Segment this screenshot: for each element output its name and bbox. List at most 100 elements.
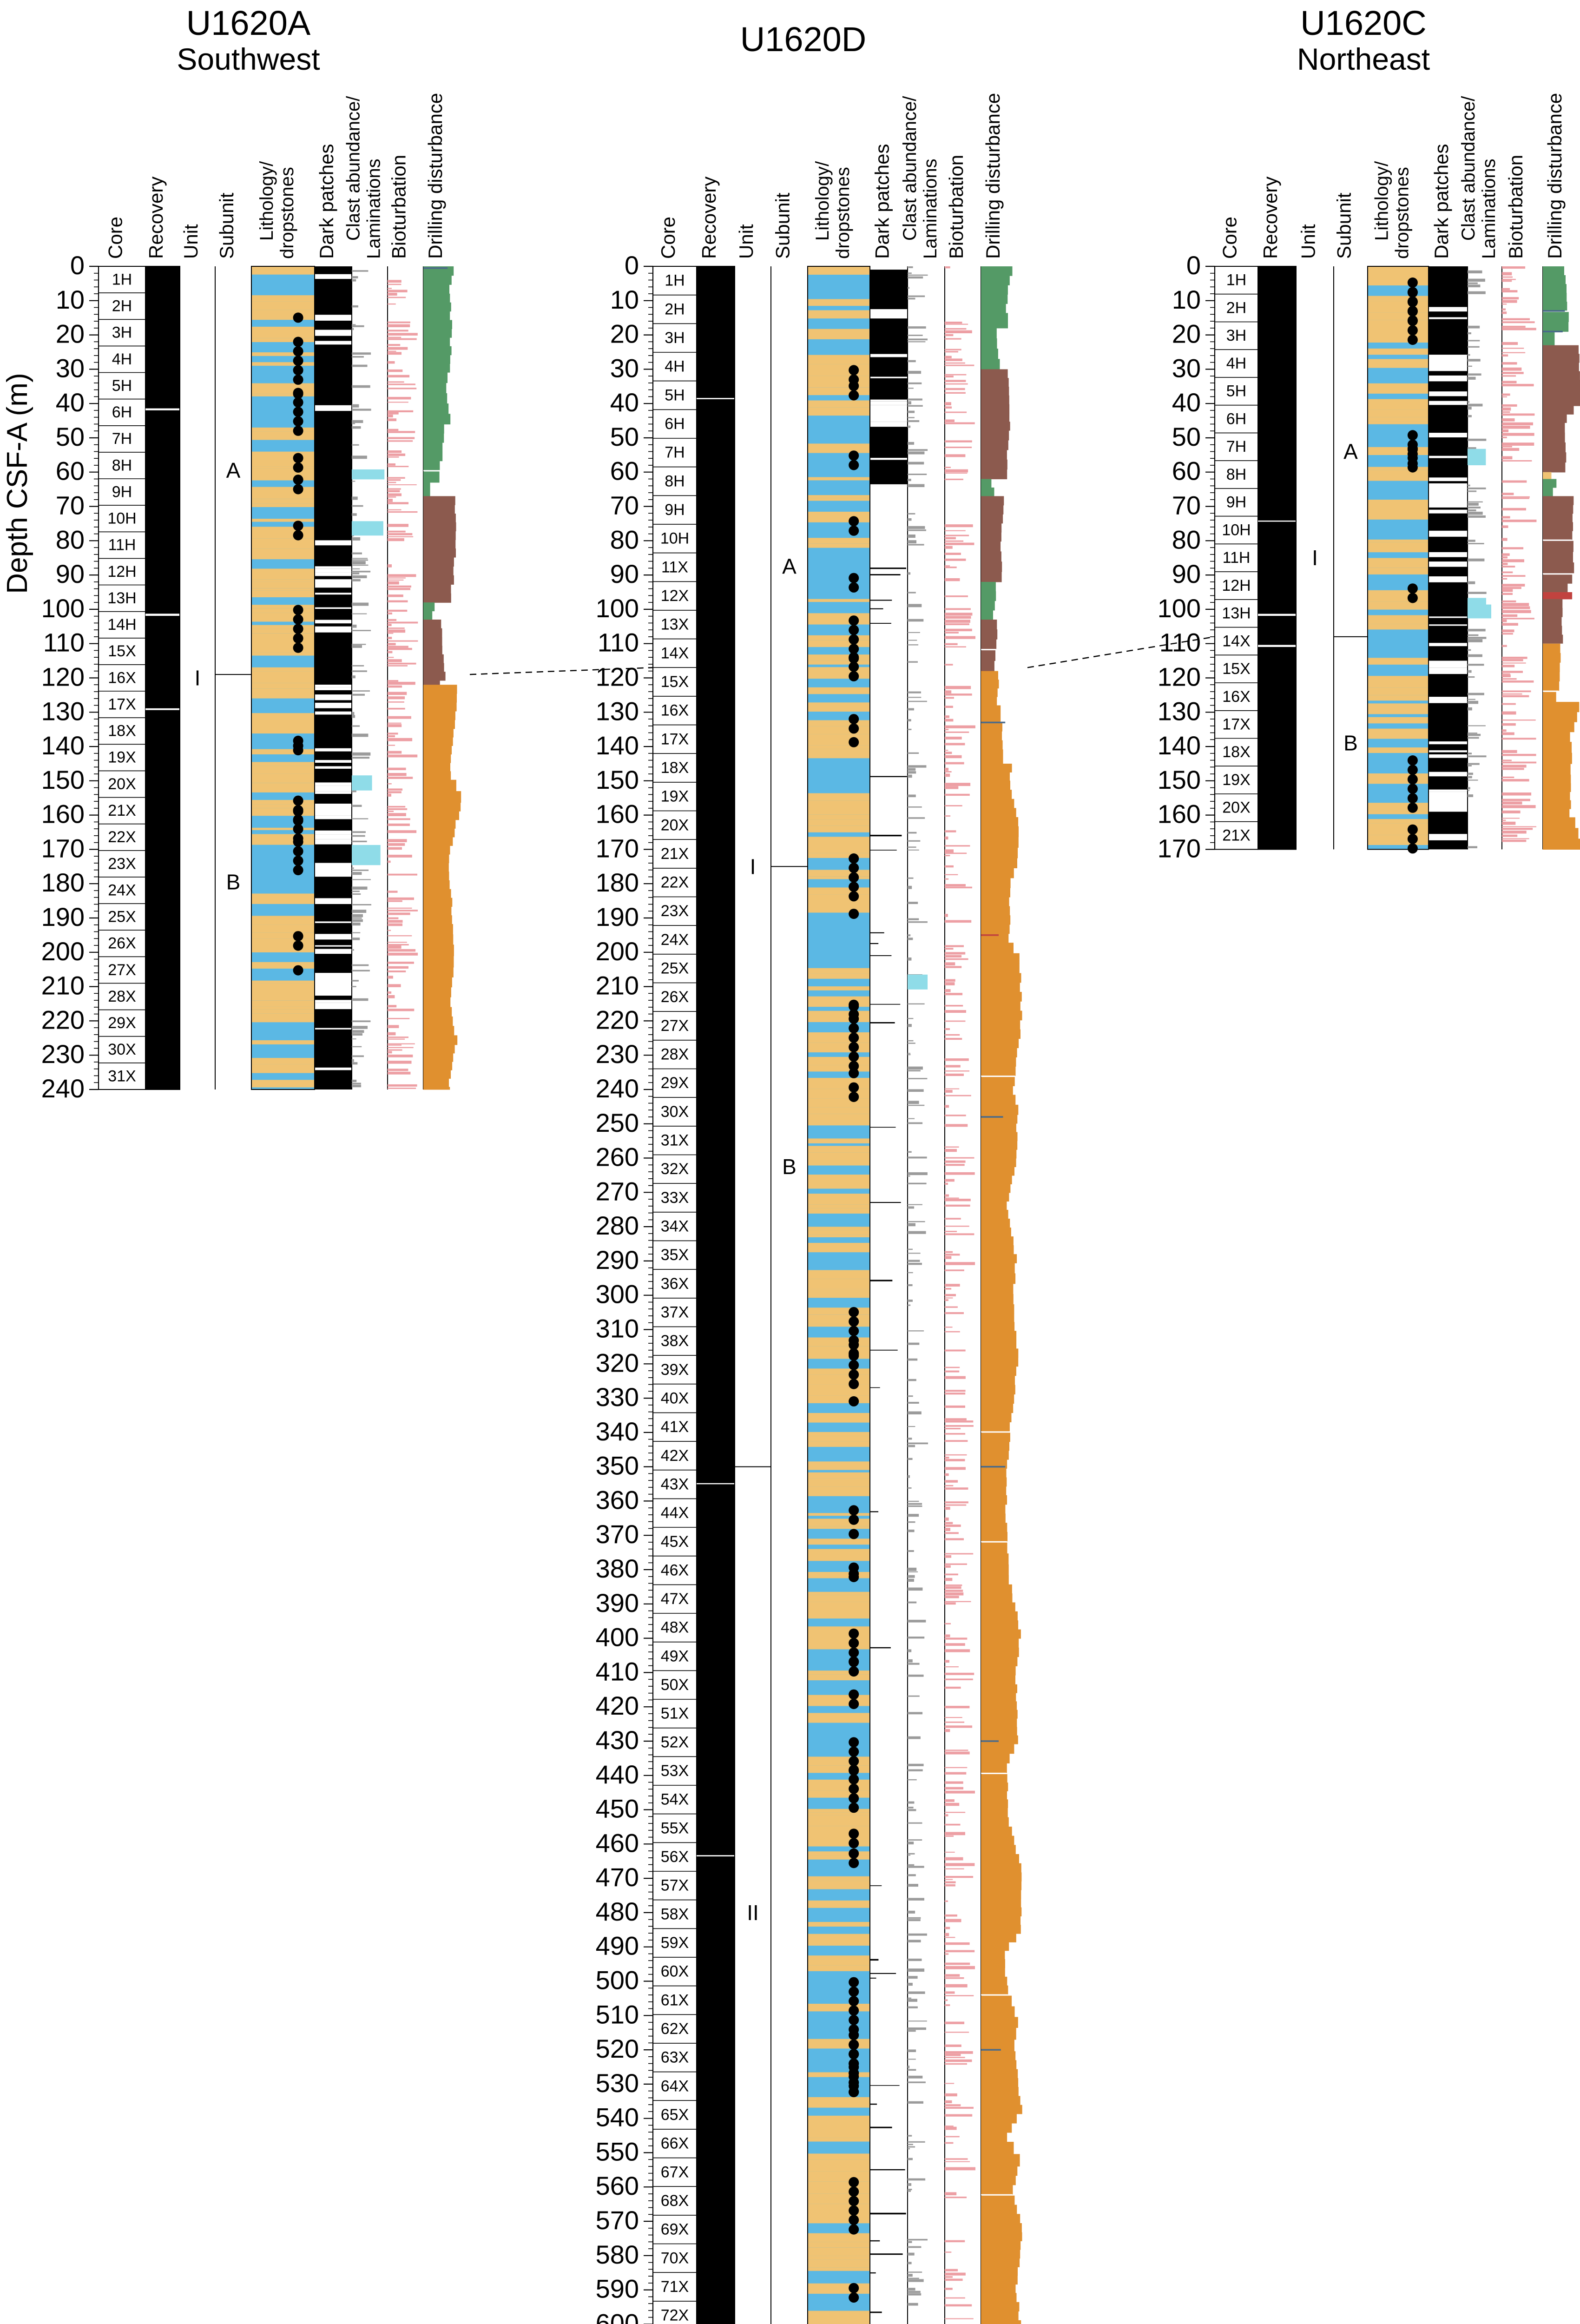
svg-text:120: 120 [41, 662, 85, 692]
svg-text:62X: 62X [661, 2020, 689, 2038]
svg-text:230: 230 [596, 1039, 639, 1069]
svg-text:Unit: Unit [180, 224, 202, 259]
svg-text:430: 430 [596, 1725, 639, 1755]
svg-text:30: 30 [1172, 353, 1201, 383]
svg-text:24X: 24X [108, 881, 136, 899]
svg-text:14X: 14X [1222, 632, 1251, 650]
svg-text:140: 140 [1158, 731, 1201, 760]
svg-text:20X: 20X [108, 775, 136, 793]
svg-text:10: 10 [1172, 285, 1201, 314]
svg-text:18X: 18X [1222, 743, 1251, 761]
svg-text:40: 40 [1172, 388, 1201, 417]
svg-text:64X: 64X [661, 2077, 689, 2095]
svg-text:9H: 9H [112, 483, 132, 501]
svg-text:24X: 24X [661, 931, 689, 949]
svg-text:65X: 65X [661, 2106, 689, 2124]
svg-text:69X: 69X [661, 2221, 689, 2238]
svg-text:50: 50 [610, 422, 639, 451]
svg-text:B: B [1343, 731, 1358, 755]
svg-text:110: 110 [1159, 628, 1201, 657]
svg-text:Laminations: Laminations [920, 158, 941, 259]
svg-text:U1620A: U1620A [186, 4, 311, 42]
svg-text:15X: 15X [108, 642, 136, 660]
svg-text:250: 250 [596, 1108, 639, 1137]
svg-text:22X: 22X [108, 828, 136, 846]
svg-text:Drilling disturbance: Drilling disturbance [424, 93, 446, 259]
svg-text:13H: 13H [107, 589, 136, 607]
svg-text:22X: 22X [661, 874, 689, 891]
svg-text:42X: 42X [661, 1447, 689, 1465]
svg-text:11H: 11H [1223, 549, 1251, 567]
svg-text:100: 100 [41, 594, 85, 623]
svg-text:220: 220 [41, 1005, 85, 1034]
svg-text:16X: 16X [1222, 688, 1251, 706]
svg-text:21X: 21X [661, 845, 689, 863]
svg-text:Dark patches: Dark patches [316, 144, 337, 259]
svg-text:12H: 12H [107, 563, 136, 581]
svg-text:220: 220 [596, 1005, 639, 1034]
svg-text:Core: Core [105, 217, 126, 259]
svg-text:A: A [226, 458, 241, 482]
svg-text:70: 70 [56, 491, 85, 520]
svg-text:Unit: Unit [735, 224, 757, 259]
svg-text:17X: 17X [1222, 716, 1251, 733]
svg-text:550: 550 [596, 2137, 639, 2166]
svg-text:Northeast: Northeast [1297, 42, 1430, 76]
svg-text:Lithology/: Lithology/ [812, 161, 833, 241]
svg-text:4H: 4H [1226, 355, 1246, 372]
svg-text:540: 540 [596, 2103, 639, 2132]
svg-text:60: 60 [610, 456, 639, 486]
svg-text:470: 470 [596, 1862, 639, 1892]
svg-text:26X: 26X [661, 988, 689, 1006]
svg-text:23X: 23X [661, 902, 689, 920]
svg-text:9H: 9H [665, 501, 685, 519]
svg-text:I: I [195, 666, 201, 690]
svg-text:210: 210 [41, 971, 85, 1000]
svg-text:140: 140 [41, 731, 85, 760]
svg-text:100: 100 [1158, 594, 1201, 623]
svg-text:4H: 4H [112, 350, 132, 368]
svg-text:23X: 23X [108, 855, 136, 872]
svg-text:9H: 9H [1226, 494, 1246, 511]
svg-text:I: I [1312, 546, 1318, 570]
svg-text:6H: 6H [665, 415, 685, 433]
svg-text:5H: 5H [665, 386, 685, 404]
svg-text:13H: 13H [1222, 605, 1251, 622]
svg-text:60X: 60X [661, 1963, 689, 1981]
svg-text:7H: 7H [112, 430, 132, 448]
svg-text:A: A [782, 555, 797, 579]
svg-text:120: 120 [1158, 662, 1201, 692]
svg-text:50: 50 [56, 422, 85, 451]
svg-text:dropstones: dropstones [1392, 167, 1413, 259]
svg-text:170: 170 [1158, 833, 1201, 863]
svg-text:Clast abundance/: Clast abundance/ [1458, 96, 1479, 241]
svg-text:Recovery: Recovery [145, 177, 167, 259]
svg-text:570: 570 [596, 2205, 639, 2235]
svg-text:240: 240 [41, 1074, 85, 1103]
svg-text:Drilling disturbance: Drilling disturbance [1544, 93, 1566, 259]
svg-text:44X: 44X [661, 1504, 689, 1522]
svg-text:190: 190 [41, 902, 85, 931]
svg-text:45X: 45X [661, 1533, 689, 1551]
svg-text:18X: 18X [661, 759, 689, 777]
svg-text:20: 20 [56, 319, 85, 349]
svg-text:50X: 50X [661, 1676, 689, 1694]
svg-text:27X: 27X [108, 961, 136, 979]
svg-text:Core: Core [657, 217, 679, 259]
svg-text:7H: 7H [665, 444, 685, 462]
svg-text:71X: 71X [661, 2278, 689, 2296]
svg-text:55X: 55X [661, 1819, 689, 1837]
svg-text:520: 520 [596, 2034, 639, 2063]
svg-text:6H: 6H [112, 403, 132, 421]
svg-text:dropstones: dropstones [277, 167, 297, 259]
svg-text:8H: 8H [112, 456, 132, 474]
svg-text:11X: 11X [661, 558, 688, 576]
svg-text:12X: 12X [661, 587, 689, 605]
svg-text:Subunit: Subunit [216, 192, 237, 259]
svg-text:63X: 63X [661, 2049, 689, 2067]
svg-text:Clast abundance/: Clast abundance/ [343, 96, 364, 241]
svg-text:110: 110 [598, 628, 639, 657]
svg-text:Core: Core [1219, 217, 1241, 259]
svg-text:290: 290 [596, 1245, 639, 1274]
svg-text:U1620C: U1620C [1300, 4, 1427, 42]
